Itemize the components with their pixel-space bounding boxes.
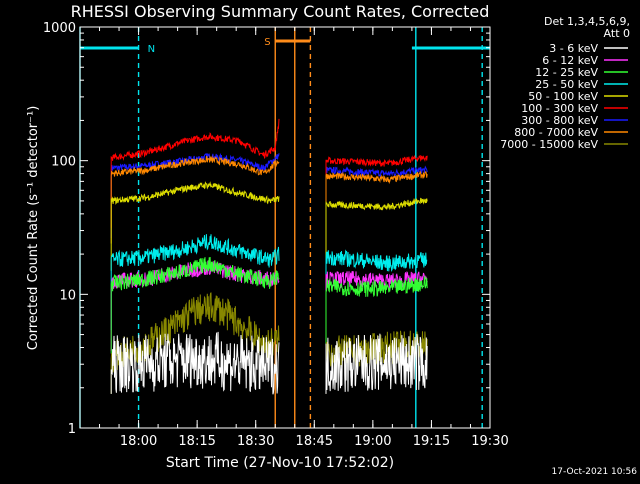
plot-frame xyxy=(79,26,491,429)
legend-label: 3 - 6 keV xyxy=(549,42,598,55)
timestamp: 17-Oct-2021 10:56 xyxy=(552,467,638,477)
series-line-25-50-kev-seg1 xyxy=(325,249,428,327)
y-tick-label: 10 xyxy=(59,288,76,303)
legend-label: 7000 - 15000 keV xyxy=(500,138,598,151)
x-tick-label: 18:30 xyxy=(237,434,274,449)
legend-label: 800 - 7000 keV xyxy=(514,126,598,139)
series-line-12-25-kev-seg0 xyxy=(110,256,280,354)
series-line-800-7000-kev-seg0 xyxy=(110,155,280,244)
legend-label: 25 - 50 keV xyxy=(535,78,598,91)
legend-label: 100 - 300 keV xyxy=(521,102,598,115)
series-line-3-6-kev-seg1 xyxy=(325,333,428,394)
series-line-50-100-kev-seg1 xyxy=(325,197,428,275)
series-line-800-7000-kev-seg1 xyxy=(325,170,428,246)
x-tick-label: 19:30 xyxy=(471,434,508,449)
legend-label: 50 - 100 keV xyxy=(528,90,598,103)
detector-note-line-1: Det 1,3,4,5,6,9, xyxy=(544,15,630,28)
x-axis-label: Start Time (27-Nov-10 17:52:02) xyxy=(166,455,394,471)
series-line-3-6-kev-seg0 xyxy=(110,331,280,395)
series-layer xyxy=(110,118,428,395)
x-tick-label: 19:15 xyxy=(413,434,450,449)
x-tick-label: 18:45 xyxy=(296,434,333,449)
y-tick-label: 1 xyxy=(68,422,76,437)
series-line-25-50-kev-seg0 xyxy=(110,234,280,331)
series-line-12-25-kev-seg1 xyxy=(325,276,428,357)
series-line-100-300-kev-seg1 xyxy=(325,155,428,231)
legend-label: 12 - 25 keV xyxy=(535,66,598,79)
detector-note-line-2: Att 0 xyxy=(604,27,630,40)
series-line-50-100-kev-seg0 xyxy=(110,181,280,271)
y-axis-label: Corrected Count Rate (s⁻¹ detector⁻¹) xyxy=(26,106,41,351)
saa-flag-label: S xyxy=(264,37,270,48)
y-tick-label: 100 xyxy=(51,155,76,170)
chart-title: RHESSI Observing Summary Count Rates, Co… xyxy=(71,2,490,21)
x-tick-label: 18:00 xyxy=(120,434,157,449)
axes: 18:00 18:15 18:30 18:45 19:00 19:15 19:30 1 10 10… xyxy=(43,21,509,449)
legend-label: 300 - 800 keV xyxy=(521,114,598,127)
x-tick-label: 18:15 xyxy=(178,434,215,449)
series-line-6-12-kev-seg1 xyxy=(325,270,428,349)
legend-label: 6 - 12 keV xyxy=(542,54,598,67)
series-line-100-300-kev-seg0 xyxy=(110,118,280,228)
x-tick-label: 19:00 xyxy=(354,434,391,449)
night-flag-label: N xyxy=(148,44,155,55)
series-line-300-800-kev-seg0 xyxy=(110,152,280,238)
y-tick-label: 1000 xyxy=(43,21,76,36)
